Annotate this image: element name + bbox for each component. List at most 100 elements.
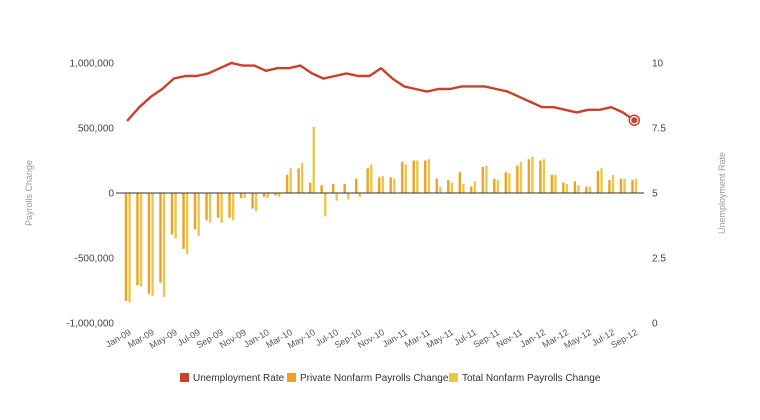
total-payrolls-bar-Jul-12 [611,174,615,193]
private-payrolls-bar-Jul-09 [193,193,197,230]
private-payrolls-bar-May-09 [170,193,174,235]
total-payrolls-bar-Jan-11 [404,164,408,193]
total-payrolls-bar-Jul-11 [473,181,477,193]
private-payrolls-bar-Feb-10 [274,193,277,196]
private-payrolls-bar-Nov-09 [239,193,243,199]
private-payrolls-bar-Aug-12 [619,178,623,193]
line-layer [126,61,640,126]
total-payrolls-bar-Apr-11 [439,186,442,193]
total-payrolls-bar-Feb-09 [139,193,143,287]
right-axis-tick-label: 0 [652,319,658,330]
total-payrolls-bar-Jun-10 [324,193,327,217]
total-payrolls-bar-Dec-10 [393,178,396,193]
private-payrolls-bar-Mar-09 [147,193,151,294]
private-payrolls-bar-Oct-09 [228,193,231,218]
x-axis-ticks: Jan-09Mar-09May-09Jul-09Sep-09Nov-09Jan-… [104,327,639,351]
private-payrolls-bar-Feb-11 [412,160,415,193]
right-axis-tick-label: 10 [652,59,664,70]
private-payrolls-bar-Jan-09 [124,193,128,301]
total-payrolls-bar-Jun-12 [600,168,603,193]
total-payrolls-bar-Oct-10 [370,164,373,193]
total-payrolls-bar-Sep-12 [634,178,638,193]
total-payrolls-bar-May-12 [588,186,592,193]
private-payrolls-bar-Feb-09 [136,193,139,286]
legend-swatch [449,373,458,382]
private-payrolls-bar-Jun-09 [182,193,185,249]
left-axis-tick-label: 0 [108,189,114,200]
legend-swatch [287,373,296,382]
legend-label: Private Nonfarm Payrolls Change [300,373,449,384]
total-payrolls-bar-Sep-10 [358,193,361,197]
total-payrolls-bar-Mar-11 [427,159,431,193]
total-payrolls-bar-Nov-11 [519,161,523,193]
private-payrolls-bar-Jun-11 [458,172,461,193]
private-payrolls-bar-Oct-11 [504,172,508,193]
private-payrolls-bar-Apr-10 [297,168,300,193]
legend-label: Total Nonfarm Payrolls Change [462,373,601,384]
total-payrolls-bar-Jan-10 [266,193,269,199]
private-payrolls-bar-Dec-11 [527,159,531,193]
private-payrolls-bar-Dec-10 [389,177,392,193]
private-payrolls-bar-Sep-12 [631,180,634,193]
right-axis-tick-label: 7.5 [652,124,666,135]
total-payrolls-bar-Jan-09 [128,193,131,303]
private-payrolls-bar-Apr-09 [159,193,162,283]
x-axis-tick-label: Nov-10 [356,327,386,350]
private-payrolls-bar-May-11 [447,180,450,193]
unemployment-rate-end-dot [631,117,638,124]
left-axis-tick-label: -1,000,000 [66,319,114,330]
total-payrolls-bar-Aug-11 [485,165,488,193]
legend-label: Unemployment Rate [193,373,285,384]
private-payrolls-bar-Jun-10 [320,185,323,193]
total-payrolls-bar-Jul-10 [335,193,338,201]
total-payrolls-bar-Mar-10 [289,168,292,193]
left-axis-tick-label: 500,000 [78,124,115,135]
private-payrolls-bar-Feb-12 [550,174,554,193]
unemployment-rate-line [126,61,636,122]
x-axis-tick-label: May-11 [425,327,455,350]
private-payrolls-bar-Jul-10 [331,183,335,193]
total-payrolls-bar-Jan-12 [542,159,546,193]
total-payrolls-bar-Oct-11 [508,173,511,193]
private-payrolls-bar-Aug-11 [481,167,484,193]
x-axis-tick-label: Nov-09 [218,327,248,350]
total-payrolls-bar-Nov-10 [381,176,384,193]
private-payrolls-bar-Mar-12 [562,182,565,193]
private-payrolls-bar-Sep-09 [216,193,220,218]
total-payrolls-bar-Aug-09 [208,193,212,223]
total-payrolls-bar-Nov-09 [243,193,246,199]
total-payrolls-bar-Jun-09 [185,193,189,255]
total-payrolls-bar-Apr-09 [162,193,166,297]
total-payrolls-bar-Apr-10 [301,163,304,193]
private-payrolls-bar-Oct-10 [366,168,369,193]
total-payrolls-bar-Sep-09 [220,193,223,223]
private-payrolls-bar-Dec-09 [251,193,254,209]
private-payrolls-bar-Apr-12 [573,181,577,193]
private-payrolls-bar-Jun-12 [596,170,600,193]
total-payrolls-bar-Aug-12 [623,178,626,193]
right-axis-tick-label: 2.5 [652,254,666,265]
total-payrolls-bar-Feb-11 [416,160,419,193]
private-payrolls-bar-Nov-10 [378,177,381,193]
axes-layer: 1,000,000 500,000 0 -500,000 -1,000,000 10 7.5… [66,59,666,330]
private-payrolls-bar-May-12 [585,186,588,193]
private-payrolls-bar-Apr-11 [435,178,438,193]
right-axis-tick-label: 5 [652,189,658,200]
private-payrolls-bar-Sep-11 [493,178,496,193]
total-payrolls-bar-Jul-09 [197,193,200,236]
total-payrolls-bar-Feb-12 [554,174,557,193]
x-axis-tick-label: Sep-12 [609,327,639,350]
total-payrolls-bar-Mar-09 [151,193,154,296]
left-axis-title: Payrolls Change [24,160,34,226]
total-payrolls-bar-Feb-10 [278,193,281,197]
private-payrolls-bar-Mar-11 [424,160,427,193]
left-axis-tick-label: -500,000 [75,254,115,265]
bar-layer [124,126,638,303]
right-axis-title: Unemployment Rate [717,152,727,234]
x-axis-tick-label: Nov-11 [495,327,525,350]
total-payrolls-bar-May-10 [312,126,315,193]
left-axis-tick-label: 1,000,000 [70,59,115,70]
legend: Unemployment Rate Private Nonfarm Payroll… [180,373,601,384]
total-payrolls-bar-May-11 [450,182,454,193]
